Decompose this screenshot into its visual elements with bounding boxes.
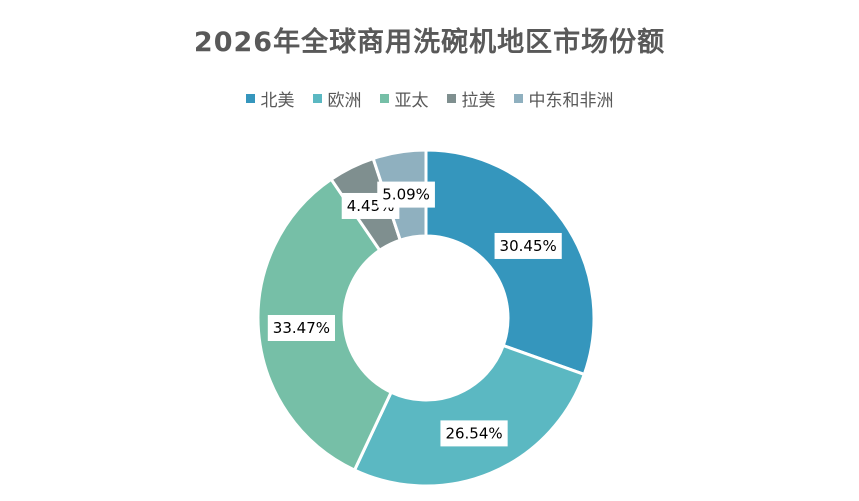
legend-item-4: 中东和非洲	[513, 86, 614, 111]
legend-item-0: 北美	[245, 86, 295, 111]
legend-swatch	[513, 94, 523, 103]
legend-label: 北美	[260, 91, 295, 111]
data-label-box	[494, 232, 562, 259]
data-label-text: 26.54%	[445, 424, 502, 442]
legend-swatch	[446, 94, 456, 103]
legend-swatch	[245, 94, 255, 103]
legend-label: 亚太	[394, 91, 429, 111]
legend-label: 拉美	[461, 91, 496, 111]
data-label-text: 5.09%	[382, 186, 430, 204]
data-label-box	[377, 181, 435, 208]
legend-swatch	[379, 94, 389, 103]
legend-label: 欧洲	[327, 91, 362, 111]
data-label-2: 33.47%	[267, 315, 336, 342]
data-label-0: 30.45%	[494, 232, 562, 259]
legend: 北美 欧洲 亚太 拉美 中东和非洲	[0, 86, 859, 111]
legend-label: 中东和非洲	[528, 91, 614, 111]
chart-title: 2026年全球商用洗碗机地区市场份额	[193, 27, 666, 58]
data-label-box	[440, 420, 508, 447]
data-label-1: 26.54%	[440, 420, 508, 447]
legend-item-1: 欧洲	[312, 86, 362, 111]
data-label-box	[267, 315, 336, 342]
donut-slice-0	[424, 148, 596, 377]
donut-slice-1	[352, 343, 587, 488]
data-label-4: 5.09%	[377, 181, 435, 208]
legend-item-2: 亚太	[379, 86, 429, 111]
data-label-text: 33.47%	[273, 319, 330, 337]
legend-swatch	[312, 94, 322, 103]
data-label-text: 30.45%	[500, 237, 557, 255]
legend-item-3: 拉美	[446, 86, 496, 111]
